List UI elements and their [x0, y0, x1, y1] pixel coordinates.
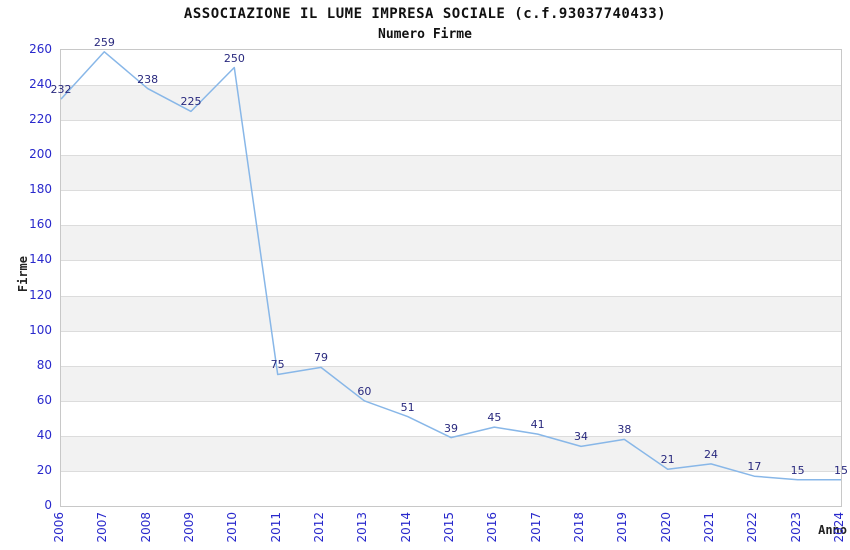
- x-axis-tick-label: 2024: [832, 512, 846, 543]
- gridline: [61, 225, 841, 226]
- x-axis-tick-label: 2010: [225, 512, 240, 543]
- data-point-label: 45: [487, 411, 502, 425]
- x-axis-tick-label: 2015: [442, 512, 456, 543]
- x-axis-tick-label: 2008: [138, 512, 153, 543]
- grid-band: [61, 85, 841, 121]
- data-point-label: 79: [314, 351, 328, 365]
- y-axis-tick-label: 140: [29, 252, 52, 267]
- grid-band: [61, 225, 841, 261]
- data-point-label: 21: [660, 453, 675, 467]
- x-axis-tick-label: 2016: [485, 512, 500, 543]
- x-axis-tick-label: 2020: [658, 512, 673, 543]
- data-point-label: 51: [400, 400, 415, 414]
- data-point-label: 24: [704, 447, 718, 461]
- chart-title: ASSOCIAZIONE IL LUME IMPRESA SOCIALE (c.…: [183, 6, 667, 22]
- series-polyline: [60, 51, 841, 481]
- y-axis-tick-label: 240: [29, 77, 52, 92]
- y-axis-tick-label: 80: [36, 357, 52, 372]
- gridline: [61, 436, 841, 437]
- gridline: [61, 190, 841, 191]
- data-point-label: 250: [223, 51, 245, 65]
- data-point-label: 17: [747, 460, 762, 474]
- gridline: [61, 120, 841, 121]
- y-axis-tick-label: 120: [29, 287, 52, 302]
- x-axis-tick-label: 2009: [182, 512, 196, 543]
- data-point-label: 34: [574, 430, 588, 444]
- y-axis-tick-label: 20: [36, 462, 52, 477]
- y-axis-tick-label: 40: [36, 427, 52, 442]
- x-axis-tick-label: 2022: [745, 512, 760, 543]
- y-axis-tick-label: 160: [29, 217, 52, 232]
- chart-subtitle: Numero Firme: [378, 27, 472, 42]
- line-series: [60, 51, 841, 481]
- gridline: [61, 401, 841, 402]
- gridline: [61, 296, 841, 297]
- x-axis-tick-label: 2007: [95, 512, 110, 543]
- y-axis-tick-label: 200: [29, 147, 52, 162]
- x-axis-tick-label: 2018: [572, 512, 586, 543]
- data-point-label: 60: [357, 384, 372, 398]
- data-point-label: 225: [180, 95, 202, 109]
- gridline: [61, 155, 841, 156]
- x-axis-label: Anno: [818, 523, 847, 537]
- data-point-label: 39: [444, 421, 458, 435]
- y-axis-tick-label: 260: [29, 42, 52, 56]
- x-axis-tick-label: 2011: [268, 512, 283, 543]
- data-point-label: 259: [93, 35, 115, 49]
- plot-area: 232 259 238 225 250 75 79 60 51 39 45 41 34 38 21 24 17 1…: [51, 36, 848, 507]
- data-point-label: 75: [270, 358, 285, 372]
- gridline: [61, 331, 841, 332]
- gridline: [61, 260, 841, 261]
- grid-band: [61, 295, 841, 331]
- x-axis-tick-label: 2019: [615, 512, 630, 543]
- grid-band: [61, 155, 841, 191]
- y-axis-tick-label: 220: [29, 112, 52, 127]
- x-axis-tick-label: 2006: [52, 512, 66, 543]
- y-axis-tick-label: 0: [44, 498, 52, 512]
- data-point-label: 41: [530, 418, 545, 432]
- x-axis-tick-label: 2021: [702, 512, 716, 543]
- grid-band: [61, 365, 841, 401]
- gridline: [61, 85, 841, 86]
- y-axis-tick-label: 60: [36, 392, 52, 407]
- x-axis-tick-label: 2023: [788, 512, 803, 543]
- x-axis-tick-label: 2012: [312, 512, 326, 543]
- data-point-label: 238: [137, 72, 159, 86]
- x-axis-tick-label: 2013: [355, 512, 370, 543]
- data-point-label: 232: [50, 83, 72, 97]
- y-axis-tick-label: 180: [29, 182, 52, 197]
- data-point-label: 15: [834, 463, 848, 477]
- gridline: [61, 366, 841, 367]
- data-point-label: 38: [617, 423, 632, 437]
- x-axis-tick-label: 2014: [398, 512, 413, 543]
- y-axis-tick-label: 100: [29, 322, 52, 337]
- grid-band: [61, 435, 841, 471]
- gridline: [61, 471, 841, 472]
- data-point-label: 15: [790, 463, 805, 477]
- x-axis-tick-label: 2017: [528, 512, 543, 543]
